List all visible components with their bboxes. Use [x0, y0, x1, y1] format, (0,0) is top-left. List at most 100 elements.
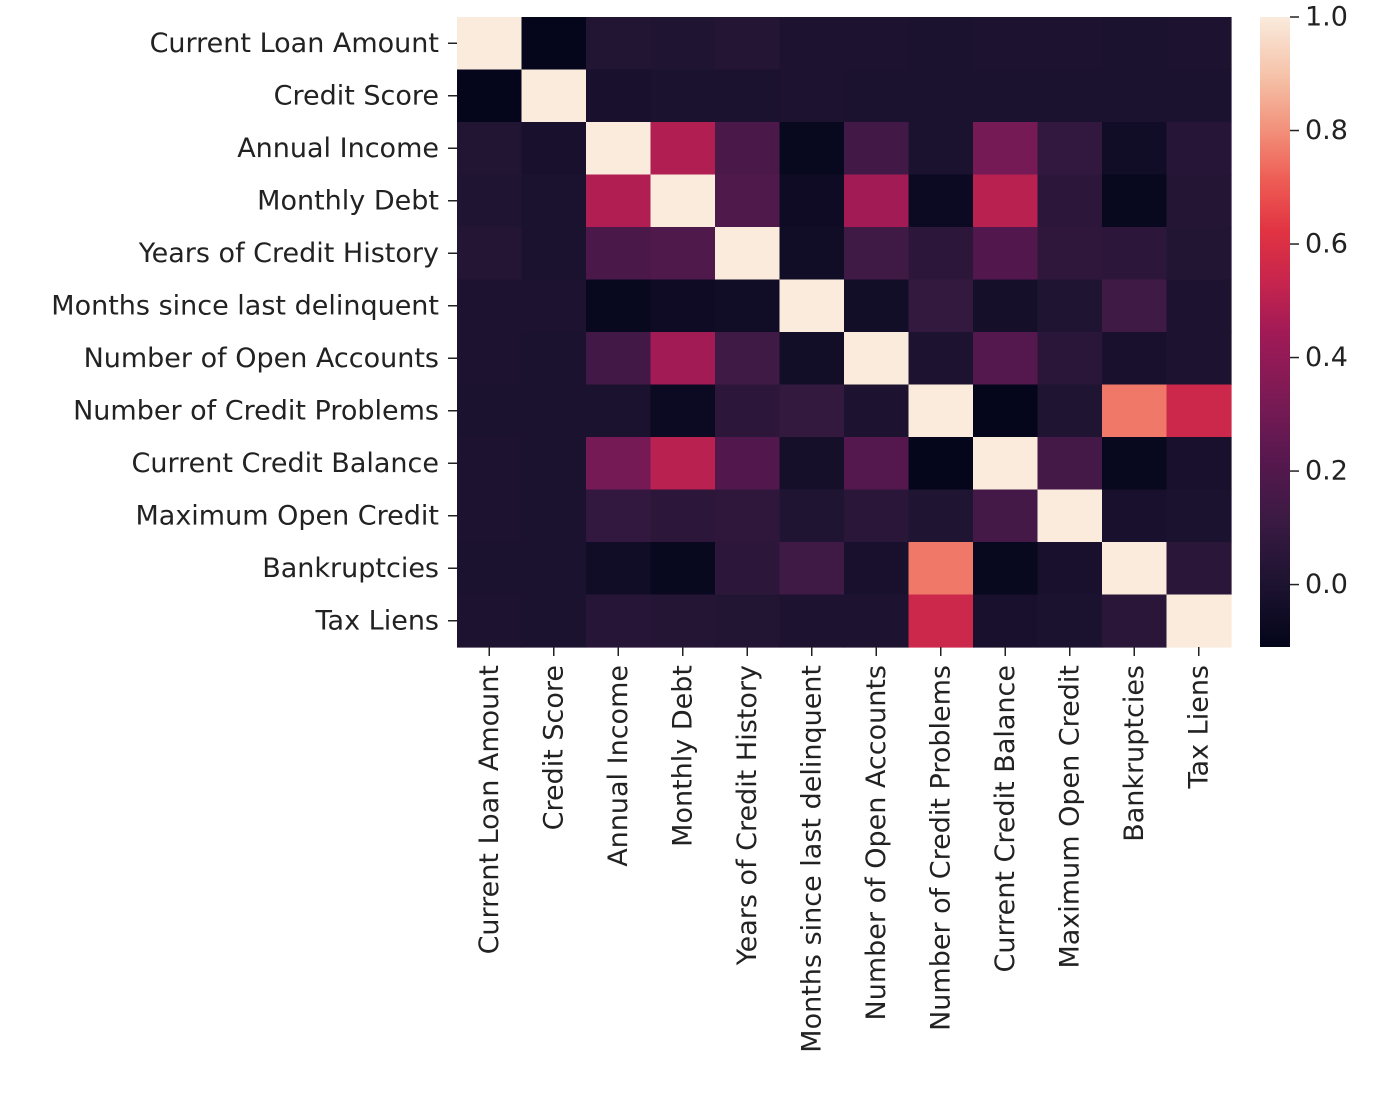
heatmap-cell-current-loan-amount--current-credit-balance — [973, 17, 1039, 71]
heatmap-cell-bankruptcies--maximum-open-credit — [1037, 542, 1103, 596]
heatmap-cell-years-of-credit-history--number-of-credit-problems — [908, 227, 974, 281]
heatmap-cell-years-of-credit-history--current-credit-balance — [973, 227, 1039, 281]
heatmap-cell-number-of-open-accounts--number-of-credit-problems — [908, 332, 974, 386]
heatmap-cell-current-loan-amount--current-loan-amount — [457, 17, 523, 71]
heatmap-cell-months-since-last-delinquent--current-credit-balance — [973, 279, 1039, 333]
heatmap-cell-number-of-credit-problems--monthly-debt — [650, 384, 716, 438]
column-label-number-of-open-accounts: Number of Open Accounts — [861, 665, 892, 1020]
heatmap-cell-current-loan-amount--monthly-debt — [650, 17, 716, 71]
heatmap-cell-bankruptcies--number-of-credit-problems — [908, 542, 974, 596]
heatmap-cell-current-credit-balance--current-loan-amount — [457, 437, 523, 491]
heatmap-cell-number-of-credit-problems--maximum-open-credit — [1037, 384, 1103, 438]
heatmap-cell-years-of-credit-history--years-of-credit-history — [715, 227, 781, 281]
row-label-number-of-credit-problems: Number of Credit Problems — [73, 395, 439, 426]
heatmap-cell-months-since-last-delinquent--number-of-open-accounts — [844, 279, 910, 333]
row-label-monthly-debt: Monthly Debt — [257, 185, 439, 216]
heatmap-cell-number-of-open-accounts--years-of-credit-history — [715, 332, 781, 386]
colorbar-tick-label: 1.0 — [1305, 2, 1348, 33]
heatmap-cell-number-of-open-accounts--annual-income — [586, 332, 652, 386]
heatmap-cell-number-of-credit-problems--number-of-credit-problems — [908, 384, 974, 438]
heatmap-cell-number-of-credit-problems--annual-income — [586, 384, 652, 438]
heatmap-cell-monthly-debt--annual-income — [586, 174, 652, 228]
heatmap-cell-number-of-credit-problems--tax-liens — [1166, 384, 1232, 438]
heatmap-cell-number-of-open-accounts--tax-liens — [1166, 332, 1232, 386]
heatmap-cell-credit-score--maximum-open-credit — [1037, 69, 1103, 123]
heatmap-cell-years-of-credit-history--bankruptcies — [1102, 227, 1168, 281]
heatmap-cell-tax-liens--bankruptcies — [1102, 594, 1168, 648]
heatmap-cell-credit-score--credit-score — [521, 69, 587, 123]
heatmap-cell-months-since-last-delinquent--annual-income — [586, 279, 652, 333]
heatmap-cell-bankruptcies--current-credit-balance — [973, 542, 1039, 596]
heatmap-cell-number-of-open-accounts--number-of-open-accounts — [844, 332, 910, 386]
heatmap-cell-number-of-credit-problems--current-credit-balance — [973, 384, 1039, 438]
row-label-current-loan-amount: Current Loan Amount — [150, 28, 439, 59]
heatmap-cell-current-loan-amount--number-of-open-accounts — [844, 17, 910, 71]
heatmap-cell-monthly-debt--tax-liens — [1166, 174, 1232, 228]
heatmap-cell-bankruptcies--annual-income — [586, 542, 652, 596]
column-label-months-since-last-delinquent: Months since last delinquent — [796, 665, 827, 1053]
heatmap-cell-monthly-debt--number-of-credit-problems — [908, 174, 974, 228]
heatmap-cell-current-loan-amount--tax-liens — [1166, 17, 1232, 71]
heatmap-cell-tax-liens--current-loan-amount — [457, 594, 523, 648]
heatmap-cell-annual-income--monthly-debt — [650, 122, 716, 176]
heatmap-cell-number-of-open-accounts--credit-score — [521, 332, 587, 386]
heatmap-cell-current-loan-amount--bankruptcies — [1102, 17, 1168, 71]
colorbar-tick-label: 0.0 — [1305, 569, 1348, 600]
heatmap-cell-tax-liens--credit-score — [521, 594, 587, 648]
heatmap-cells — [457, 17, 1232, 648]
heatmap-cell-months-since-last-delinquent--credit-score — [521, 279, 587, 333]
heatmap-cell-annual-income--number-of-open-accounts — [844, 122, 910, 176]
column-label-years-of-credit-history: Years of Credit History — [732, 665, 763, 966]
heatmap-cell-years-of-credit-history--months-since-last-delinquent — [779, 227, 845, 281]
heatmap-cell-monthly-debt--maximum-open-credit — [1037, 174, 1103, 228]
heatmap-cell-annual-income--credit-score — [521, 122, 587, 176]
heatmap-cell-bankruptcies--credit-score — [521, 542, 587, 596]
heatmap-cell-years-of-credit-history--current-loan-amount — [457, 227, 523, 281]
heatmap-cell-number-of-credit-problems--number-of-open-accounts — [844, 384, 910, 438]
heatmap-cell-number-of-credit-problems--credit-score — [521, 384, 587, 438]
heatmap-cell-maximum-open-credit--tax-liens — [1166, 489, 1232, 543]
heatmap-cell-bankruptcies--number-of-open-accounts — [844, 542, 910, 596]
heatmap-cell-annual-income--months-since-last-delinquent — [779, 122, 845, 176]
heatmap-cell-years-of-credit-history--monthly-debt — [650, 227, 716, 281]
heatmap-cell-years-of-credit-history--number-of-open-accounts — [844, 227, 910, 281]
column-label-number-of-credit-problems: Number of Credit Problems — [925, 665, 956, 1031]
heatmap-cell-years-of-credit-history--credit-score — [521, 227, 587, 281]
heatmap-cell-years-of-credit-history--tax-liens — [1166, 227, 1232, 281]
heatmap-cell-tax-liens--years-of-credit-history — [715, 594, 781, 648]
heatmap-cell-years-of-credit-history--annual-income — [586, 227, 652, 281]
heatmap-cell-current-credit-balance--credit-score — [521, 437, 587, 491]
heatmap-cell-maximum-open-credit--credit-score — [521, 489, 587, 543]
heatmap-cell-annual-income--bankruptcies — [1102, 122, 1168, 176]
colorbar-ticks: 0.0 0.2 0.4 0.6 0.8 1.0 — [1290, 2, 1348, 600]
column-label-current-credit-balance: Current Credit Balance — [990, 665, 1021, 972]
heatmap-cell-current-credit-balance--tax-liens — [1166, 437, 1232, 491]
heatmap-cell-current-credit-balance--number-of-open-accounts — [844, 437, 910, 491]
heatmap-cell-number-of-credit-problems--current-loan-amount — [457, 384, 523, 438]
row-label-maximum-open-credit: Maximum Open Credit — [135, 500, 439, 531]
heatmap-cell-monthly-debt--current-credit-balance — [973, 174, 1039, 228]
heatmap-cell-bankruptcies--bankruptcies — [1102, 542, 1168, 596]
row-label-tax-liens: Tax Liens — [315, 605, 439, 636]
heatmap-cell-maximum-open-credit--years-of-credit-history — [715, 489, 781, 543]
heatmap-cell-current-credit-balance--years-of-credit-history — [715, 437, 781, 491]
heatmap-cell-months-since-last-delinquent--years-of-credit-history — [715, 279, 781, 333]
heatmap-cell-annual-income--maximum-open-credit — [1037, 122, 1103, 176]
row-label-years-of-credit-history: Years of Credit History — [138, 238, 439, 269]
heatmap-cell-maximum-open-credit--number-of-open-accounts — [844, 489, 910, 543]
heatmap-cell-tax-liens--monthly-debt — [650, 594, 716, 648]
heatmap-cell-monthly-debt--number-of-open-accounts — [844, 174, 910, 228]
heatmap-cell-current-loan-amount--annual-income — [586, 17, 652, 71]
colorbar-tick-label: 0.4 — [1305, 342, 1348, 373]
heatmap-cell-annual-income--tax-liens — [1166, 122, 1232, 176]
heatmap-cell-maximum-open-credit--annual-income — [586, 489, 652, 543]
heatmap-cell-credit-score--years-of-credit-history — [715, 69, 781, 123]
column-label-credit-score: Credit Score — [538, 665, 569, 830]
heatmap-cell-credit-score--monthly-debt — [650, 69, 716, 123]
heatmap-cell-current-loan-amount--number-of-credit-problems — [908, 17, 974, 71]
heatmap-cell-credit-score--number-of-open-accounts — [844, 69, 910, 123]
heatmap-cell-tax-liens--current-credit-balance — [973, 594, 1039, 648]
heatmap-cell-current-credit-balance--maximum-open-credit — [1037, 437, 1103, 491]
colorbar: 0.0 0.2 0.4 0.6 0.8 1.0 — [1260, 2, 1348, 647]
